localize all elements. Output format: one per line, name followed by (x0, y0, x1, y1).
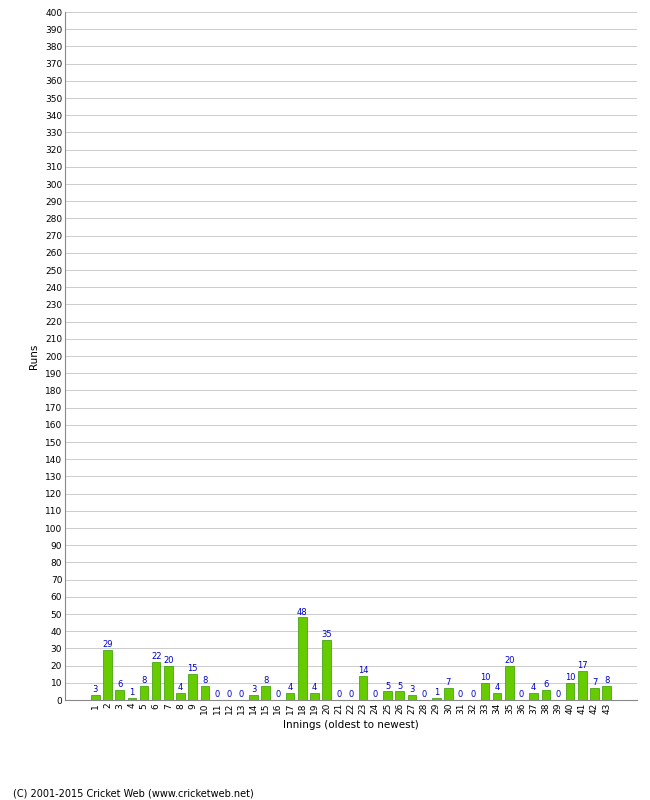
Text: 0: 0 (519, 690, 524, 699)
Bar (152, 662, 161, 700)
Bar (164, 666, 173, 700)
Text: 4: 4 (531, 683, 536, 692)
Text: 0: 0 (470, 690, 475, 699)
Bar (127, 698, 136, 700)
Text: 0: 0 (555, 690, 561, 699)
Bar (176, 693, 185, 700)
Text: 1: 1 (129, 689, 135, 698)
Text: 8: 8 (202, 676, 207, 686)
Text: 0: 0 (348, 690, 354, 699)
Text: 10: 10 (565, 673, 575, 682)
Y-axis label: Runs: Runs (29, 343, 40, 369)
Bar (432, 698, 441, 700)
Text: 14: 14 (358, 666, 369, 675)
Text: 3: 3 (92, 685, 98, 694)
Text: 29: 29 (102, 640, 112, 650)
Bar (140, 686, 148, 700)
Text: 20: 20 (504, 656, 515, 665)
Text: 7: 7 (592, 678, 597, 687)
Text: 4: 4 (178, 683, 183, 692)
Text: 0: 0 (214, 690, 220, 699)
Bar (310, 693, 318, 700)
Bar (603, 686, 611, 700)
Bar (91, 695, 99, 700)
Bar (286, 693, 294, 700)
Text: 3: 3 (251, 685, 256, 694)
Text: 8: 8 (263, 676, 268, 686)
X-axis label: Innings (oldest to newest): Innings (oldest to newest) (283, 720, 419, 730)
Bar (408, 695, 416, 700)
Text: 0: 0 (336, 690, 341, 699)
Bar (250, 695, 258, 700)
Text: 0: 0 (276, 690, 281, 699)
Bar (115, 690, 124, 700)
Text: 35: 35 (321, 630, 332, 639)
Text: 6: 6 (117, 680, 122, 689)
Text: 10: 10 (480, 673, 490, 682)
Text: 0: 0 (239, 690, 244, 699)
Bar (261, 686, 270, 700)
Bar (359, 676, 367, 700)
Bar (322, 640, 331, 700)
Text: 7: 7 (446, 678, 451, 687)
Text: (C) 2001-2015 Cricket Web (www.cricketweb.net): (C) 2001-2015 Cricket Web (www.cricketwe… (13, 788, 254, 798)
Bar (578, 670, 587, 700)
Text: 0: 0 (458, 690, 463, 699)
Text: 17: 17 (577, 661, 588, 670)
Bar (505, 666, 514, 700)
Text: 4: 4 (495, 683, 500, 692)
Text: 15: 15 (187, 664, 198, 674)
Text: 8: 8 (141, 676, 147, 686)
Text: 0: 0 (372, 690, 378, 699)
Bar (590, 688, 599, 700)
Text: 4: 4 (312, 683, 317, 692)
Bar (493, 693, 501, 700)
Bar (481, 682, 489, 700)
Text: 6: 6 (543, 680, 549, 689)
Text: 3: 3 (410, 685, 415, 694)
Bar (201, 686, 209, 700)
Text: 8: 8 (604, 676, 610, 686)
Text: 20: 20 (163, 656, 174, 665)
Bar (541, 690, 550, 700)
Text: 0: 0 (421, 690, 426, 699)
Text: 48: 48 (297, 607, 307, 617)
Text: 1: 1 (434, 689, 439, 698)
Bar (103, 650, 112, 700)
Bar (444, 688, 452, 700)
Bar (188, 674, 197, 700)
Text: 5: 5 (397, 682, 402, 690)
Bar (298, 618, 307, 700)
Bar (395, 691, 404, 700)
Bar (529, 693, 538, 700)
Text: 4: 4 (287, 683, 292, 692)
Text: 22: 22 (151, 652, 161, 662)
Text: 0: 0 (227, 690, 232, 699)
Bar (384, 691, 392, 700)
Text: 5: 5 (385, 682, 390, 690)
Bar (566, 682, 575, 700)
